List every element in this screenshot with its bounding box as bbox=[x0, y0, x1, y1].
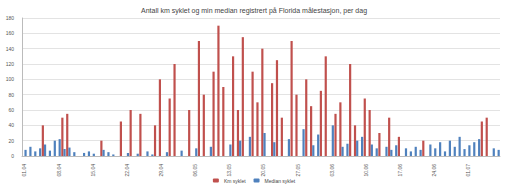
svg-text:06.05: 06.05 bbox=[192, 164, 198, 177]
svg-text:03.06: 03.06 bbox=[329, 164, 335, 177]
svg-text:29.04: 29.04 bbox=[158, 164, 164, 177]
svg-text:20.05: 20.05 bbox=[260, 164, 266, 177]
svg-text:140: 140 bbox=[6, 46, 15, 52]
svg-text:Median syklet: Median syklet bbox=[265, 178, 296, 184]
svg-text:08.04: 08.04 bbox=[56, 164, 62, 177]
svg-text:160: 160 bbox=[6, 30, 15, 36]
svg-text:0: 0 bbox=[11, 153, 14, 159]
svg-text:17.06: 17.06 bbox=[397, 164, 403, 177]
svg-text:22.04: 22.04 bbox=[124, 164, 130, 177]
svg-text:01.04: 01.04 bbox=[21, 164, 27, 177]
svg-text:15.04: 15.04 bbox=[90, 164, 96, 177]
svg-text:100: 100 bbox=[6, 76, 15, 82]
svg-text:Km syklet: Km syklet bbox=[224, 178, 246, 184]
svg-text:60: 60 bbox=[8, 107, 14, 113]
svg-text:01.07: 01.07 bbox=[465, 164, 471, 177]
svg-text:10.06: 10.06 bbox=[363, 164, 369, 177]
svg-text:13.05: 13.05 bbox=[226, 164, 232, 177]
svg-text:20: 20 bbox=[8, 138, 14, 144]
svg-text:Antall km syklet og min median: Antall km syklet og min median registrer… bbox=[141, 7, 367, 15]
svg-text:40: 40 bbox=[8, 122, 14, 128]
svg-text:27.05: 27.05 bbox=[295, 164, 301, 177]
svg-text:180: 180 bbox=[6, 15, 15, 21]
svg-text:120: 120 bbox=[6, 61, 15, 67]
svg-text:80: 80 bbox=[8, 92, 14, 98]
svg-text:24.06: 24.06 bbox=[431, 164, 437, 177]
